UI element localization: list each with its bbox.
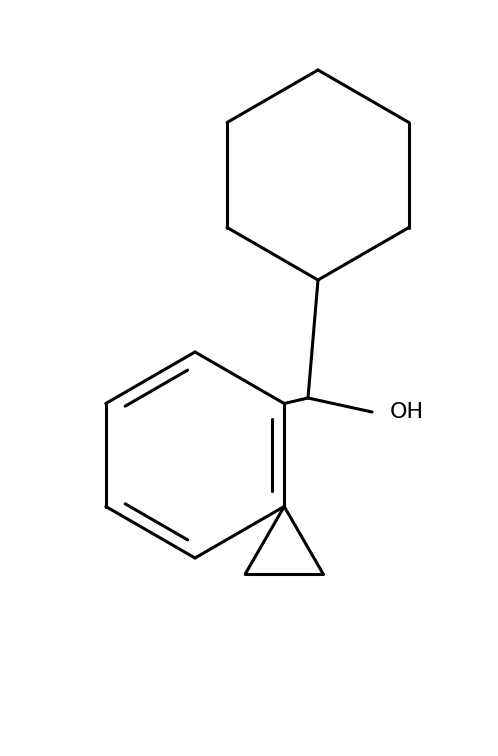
Text: OH: OH <box>390 402 424 422</box>
